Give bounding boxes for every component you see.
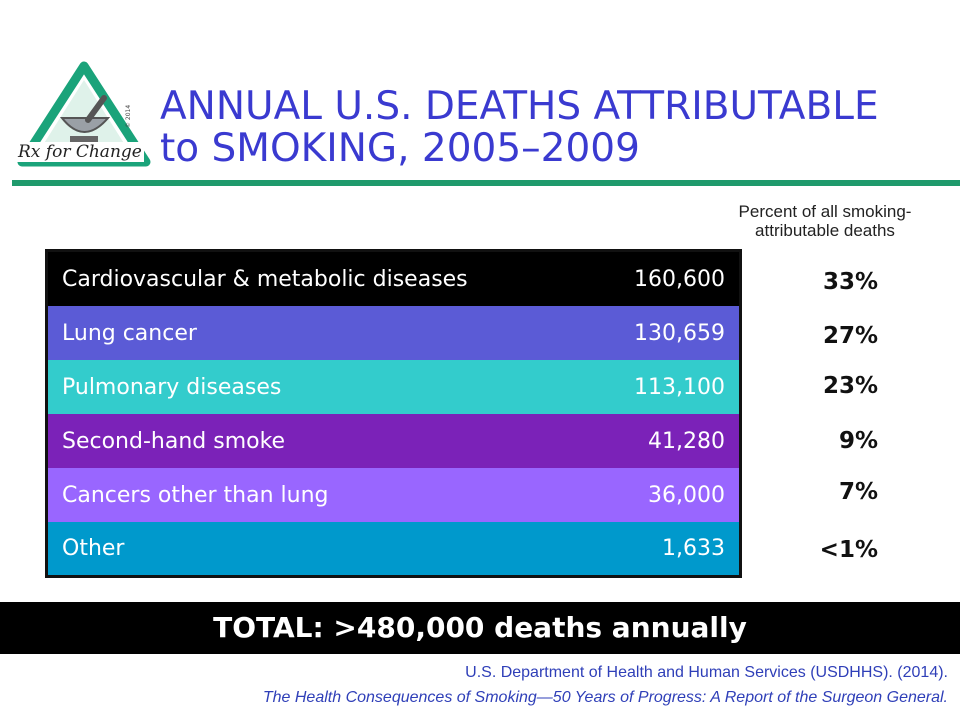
table-row: Lung cancer 130,659 (48, 306, 739, 360)
citation-line-2: The Health Consequences of Smoking—50 Ye… (262, 689, 948, 706)
title-line-2: to SMOKING, 2005–2009 (160, 126, 640, 171)
row-value: 36,000 (648, 482, 725, 508)
row-percent: 23% (822, 373, 878, 399)
logo-text: Rx for Change (16, 142, 144, 162)
row-percent: <1% (819, 537, 878, 563)
percent-header-line-2: attributable deaths (755, 221, 895, 240)
table-row: Cardiovascular & metabolic diseases 160,… (48, 252, 739, 306)
percent-header-line-1: Percent of all smoking- (738, 202, 912, 221)
table-row: Pulmonary diseases 113,100 (48, 360, 739, 414)
row-label: Second-hand smoke (62, 428, 286, 454)
header-divider (12, 180, 960, 186)
deaths-table: Cardiovascular & metabolic diseases 160,… (45, 249, 742, 578)
mortar-pestle-icon: © 2014 (17, 61, 151, 167)
page-title: ANNUAL U.S. DEATHS ATTRIBUTABLE to SMOKI… (160, 86, 950, 170)
row-value: 130,659 (634, 320, 725, 346)
title-line-1: ANNUAL U.S. DEATHS ATTRIBUTABLE (160, 84, 879, 129)
row-label: Pulmonary diseases (62, 374, 282, 400)
table-row: Other 1,633 (48, 522, 739, 575)
row-percent: 9% (838, 428, 878, 454)
row-value: 1,633 (662, 536, 725, 561)
row-value: 113,100 (634, 374, 725, 400)
row-label: Other (62, 536, 125, 561)
svg-text:© 2014: © 2014 (125, 105, 132, 128)
citation-line-1: U.S. Department of Health and Human Serv… (465, 664, 948, 681)
row-percent: 27% (822, 323, 878, 349)
table-row: Cancers other than lung 36,000 (48, 468, 739, 522)
row-value: 41,280 (648, 428, 725, 454)
rx-for-change-logo: © 2014 Rx for Change (12, 58, 157, 180)
row-label: Cardiovascular & metabolic diseases (62, 266, 468, 292)
row-label: Lung cancer (62, 320, 197, 346)
row-value: 160,600 (634, 266, 725, 292)
table-row: Second-hand smoke 41,280 (48, 414, 739, 468)
row-label: Cancers other than lung (62, 482, 329, 508)
total-banner: TOTAL: >480,000 deaths annually (0, 602, 960, 654)
percent-column-header: Percent of all smoking- attributable dea… (700, 202, 950, 240)
row-percent: 33% (822, 269, 878, 295)
row-percent: 7% (838, 479, 878, 505)
